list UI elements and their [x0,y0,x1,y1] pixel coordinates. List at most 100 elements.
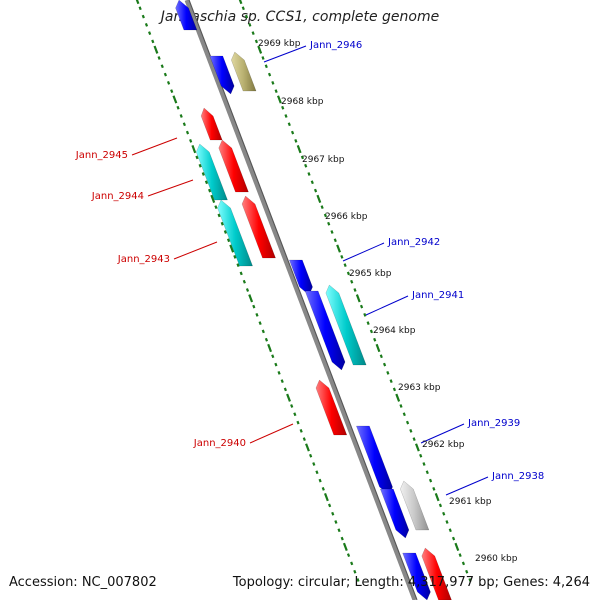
tick-mark [353,288,357,292]
label-leader-lines [131,45,489,496]
gene-label-jann_2944[interactable]: Jann_2944 [91,191,144,202]
tick-mark [379,354,383,359]
tick-mark [251,31,255,36]
tick-mark [294,138,298,143]
tick-mark [244,14,249,19]
scale-label: 2960 kbp [475,554,518,564]
tick-mark [182,122,186,127]
leader-line [263,45,307,63]
leader-line [445,476,489,496]
leader-line [249,423,294,444]
gene-arrow-jann_2945[interactable] [200,107,223,141]
tick-mark [321,486,325,491]
tick-mark [138,6,142,11]
gene-label-jann_2946[interactable]: Jann_2946 [309,40,362,51]
tick-mark [445,520,449,524]
tick-mark [141,14,145,19]
tick-mark [274,362,278,367]
gene-arrow-jann_2943[interactable] [217,199,253,267]
tick-mark [346,271,351,276]
tick-mark [179,114,183,118]
tick-mark [286,393,291,402]
gene-arrow-jann_2946-b[interactable] [209,55,235,95]
tick-mark [157,56,161,60]
gene-arrow-jann_2944-r[interactable] [218,139,249,193]
gene-arrow-jann_2936[interactable] [421,547,452,600]
scale-labels: 2969 kbp 2968 kbp 2967 kbp 2966 kbp 2965 kbp… [258,39,518,564]
gene-label-jann_2945[interactable]: Jann_2945 [75,150,128,161]
gene-arrow-jann_2946-a[interactable] [175,0,198,31]
tick-mark [336,244,342,253]
tick-mark [375,343,381,353]
tick-mark [313,188,318,193]
tick-mark [287,122,291,127]
tick-mark [210,194,216,203]
leader-line [131,137,178,156]
tick-mark [151,39,155,44]
tick-mark [300,155,305,160]
tick-mark [356,578,360,582]
tick-mark [160,64,164,69]
tick-mark [248,294,254,303]
gene-arrow-jann_2946[interactable] [231,51,257,92]
tick-mark [340,536,344,541]
tick-mark [461,561,466,566]
scale-label: 2969 kbp [258,39,301,49]
tick-mark [242,279,246,284]
tick-mark [315,470,319,475]
tick-mark [331,511,335,516]
gene-arrow-jann_2941[interactable] [325,284,367,366]
tick-mark [277,370,281,375]
tick-mark [257,45,263,54]
tick-mark [245,288,250,292]
tick-mark [135,0,140,5]
scale-label: 2963 kbp [398,383,441,393]
tick-mark [267,343,273,353]
tick-mark [454,542,460,551]
tick-mark [229,244,235,253]
gene-arrow-jann_2937[interactable] [402,552,431,600]
tick-mark [405,420,410,425]
tick-mark [419,453,423,458]
tick-mark [148,31,152,36]
tick-mark [330,230,334,234]
gene-arrow-jann_2943-r[interactable] [241,195,276,259]
tick-mark [448,528,452,533]
tick-mark [434,493,440,502]
tick-mark [241,6,245,11]
tick-mark [309,453,313,458]
tick-mark [261,56,265,60]
tick-mark [189,138,193,143]
tick-mark [363,312,367,317]
scale-label: 2964 kbp [373,326,416,336]
gene-label-jann_2942[interactable]: Jann_2942 [387,237,440,248]
tick-mark [392,387,397,392]
gene-label-jann_2939[interactable]: Jann_2939 [467,418,520,429]
gene-label-jann_2943[interactable]: Jann_2943 [117,254,170,265]
tick-mark [465,569,469,574]
gene-label-jann_2938[interactable]: Jann_2938 [491,471,544,482]
gene-arrow-jann_2938[interactable] [400,480,430,531]
gene-label-jann_2940[interactable]: Jann_2940 [193,438,246,449]
tick-mark [458,553,462,558]
tick-mark [299,428,303,433]
tick-mark [144,22,149,27]
tick-mark [342,542,348,551]
tick-mark [236,263,240,268]
gene-arrow-jann_2938-b[interactable] [379,488,410,539]
leader-line [342,242,385,262]
tick-mark [170,89,174,94]
gene-label-jann_2941[interactable]: Jann_2941 [411,290,464,301]
tick-mark [369,329,374,334]
tick-mark [166,80,171,85]
scale-label: 2965 kbp [349,269,392,279]
tick-mark [233,254,237,259]
tick-mark [389,379,393,384]
gene-arrow-jann_2940[interactable] [315,379,348,436]
leader-line [365,295,409,316]
tick-mark [399,404,403,408]
gene-arrow-jann_2941-b[interactable] [304,290,346,371]
tick-mark [323,493,329,502]
leader-line [173,241,218,260]
